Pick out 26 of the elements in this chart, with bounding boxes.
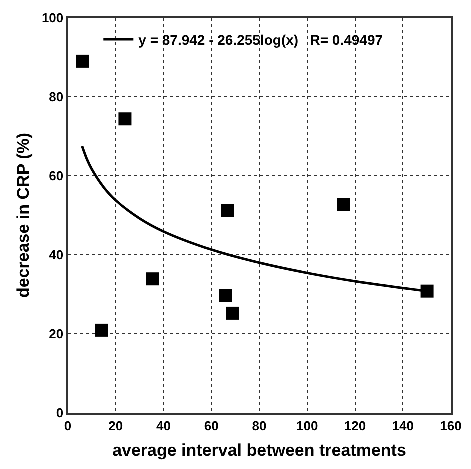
x-tick-label: 140 (392, 418, 414, 434)
legend-label: y = 87.942 - 26.255log(x) R= 0.49497 (138, 32, 384, 48)
x-tick-label: 20 (108, 418, 124, 434)
y-axis-title: decrease in CRP (%) (14, 132, 33, 298)
y-tick-label: 60 (49, 168, 64, 184)
point (337, 198, 350, 212)
y-tick-label: 20 (49, 326, 64, 342)
x-tick-label: 160 (440, 418, 462, 434)
point (146, 272, 159, 286)
point (221, 204, 234, 218)
y-tick-label: 100 (42, 10, 64, 26)
y-tick-label: 80 (49, 90, 64, 105)
y-tick-label: 40 (49, 248, 64, 263)
x-tick-label: 60 (204, 418, 219, 434)
x-tick-label: 80 (252, 418, 267, 434)
x-tick-label: 100 (296, 418, 318, 434)
x-tick-label: 40 (156, 418, 171, 434)
point (118, 112, 132, 126)
y-tick-label: 0 (56, 406, 64, 421)
point (95, 324, 108, 337)
x-axis-title: average interval between treatments (112, 441, 406, 460)
point (226, 306, 240, 320)
x-tick-label: 120 (344, 418, 366, 434)
point (219, 289, 232, 302)
point (420, 284, 434, 298)
point (76, 54, 90, 68)
